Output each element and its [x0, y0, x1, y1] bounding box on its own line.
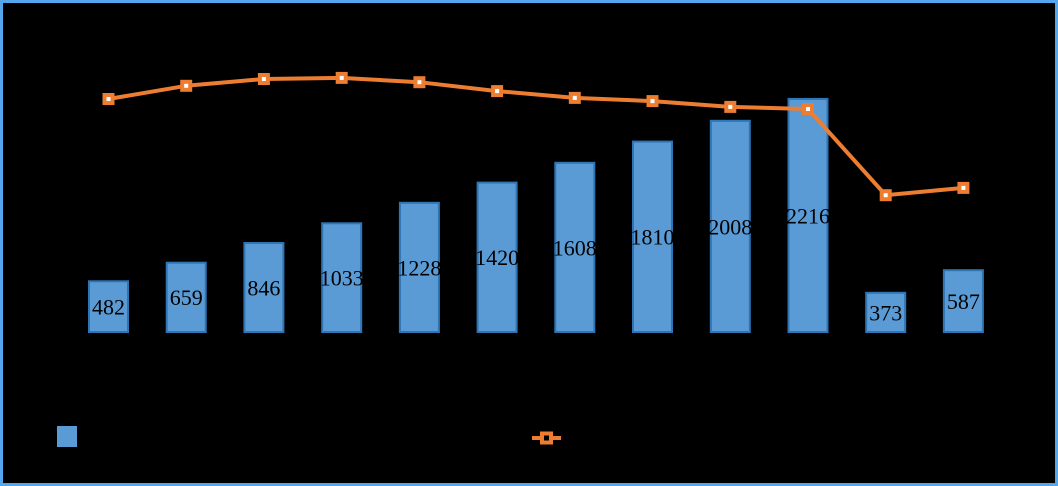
bar-value-label: 1420	[475, 245, 519, 270]
line-series-marker	[957, 181, 970, 194]
bar-value-label: 1033	[320, 266, 364, 291]
line-series-marker	[802, 103, 814, 115]
bar	[787, 97, 829, 334]
bar-value-label: 587	[947, 289, 980, 314]
bar	[942, 269, 984, 334]
bar	[398, 201, 440, 333]
bar-value-label: 1228	[397, 255, 441, 280]
line-series-marker	[646, 95, 659, 108]
bar	[476, 181, 518, 333]
bar-value-label: 1608	[553, 235, 597, 260]
bar	[554, 161, 596, 333]
line-series-marker	[335, 71, 348, 84]
bar	[709, 119, 751, 333]
bar-value-label: 846	[247, 275, 280, 300]
line-series-marker	[724, 100, 737, 113]
bar-value-label: 659	[170, 285, 203, 310]
line-series-marker	[879, 189, 892, 202]
bar	[321, 222, 363, 333]
bar	[865, 291, 907, 333]
line-series-marker	[568, 91, 581, 104]
bar	[243, 242, 285, 333]
bar-value-label: 2008	[708, 214, 752, 239]
bar	[165, 261, 207, 334]
line-series-marker	[257, 73, 270, 85]
legend-bar-swatch	[57, 426, 77, 447]
line-series-marker	[102, 93, 115, 105]
line-series-marker	[413, 76, 426, 89]
bar-value-label: 373	[869, 300, 902, 325]
bar	[632, 140, 673, 333]
bar-value-label: 1810	[631, 225, 675, 250]
bar-value-label: 2216	[786, 203, 830, 228]
bar-value-label: 482	[92, 295, 125, 320]
line-series-marker	[180, 79, 193, 92]
line-series	[108, 75, 964, 198]
line-series-marker	[491, 85, 504, 98]
bar	[88, 280, 129, 333]
legend-line-swatch-marker	[540, 431, 553, 445]
